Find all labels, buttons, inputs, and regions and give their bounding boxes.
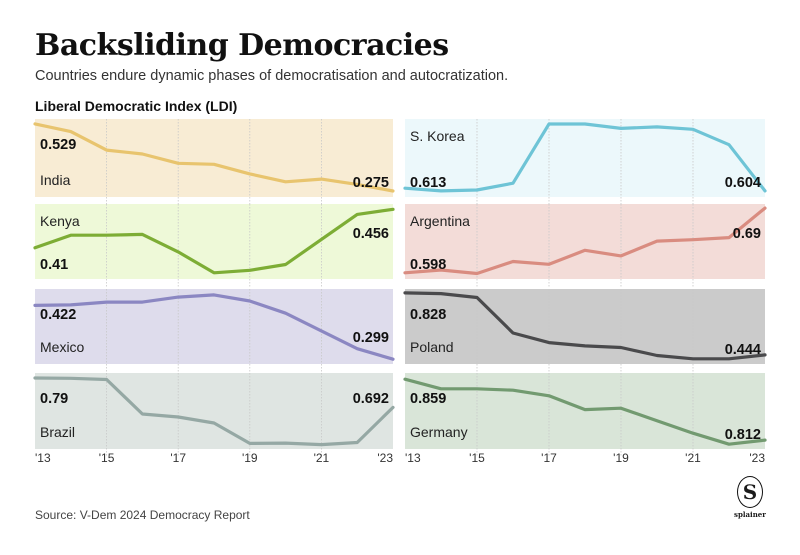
country-label: Germany	[410, 424, 468, 440]
country-label: Poland	[410, 339, 454, 355]
end-value-label: 0.299	[353, 330, 389, 346]
x-tick-label: '19	[242, 451, 258, 465]
end-value-label: 0.812	[725, 427, 761, 443]
panel-s-korea: S. Korea 0.613 0.604	[403, 119, 767, 205]
panel-poland: Poland 0.828 0.444	[403, 289, 767, 372]
panel-background	[35, 119, 393, 197]
start-value-label: 0.79	[40, 391, 68, 407]
x-tick-label: '19	[613, 451, 629, 465]
logo-circle-icon: S	[737, 476, 763, 508]
panel-background	[35, 289, 393, 364]
panel-india: India 0.529 0.275	[33, 119, 395, 205]
panel-brazil: Brazil 0.79 0.692	[33, 373, 395, 457]
x-tick-label: '21	[685, 451, 701, 465]
x-tick-label: '15	[99, 451, 115, 465]
start-value-label: 0.41	[40, 257, 68, 273]
index-label: Liberal Democratic Index (LDI)	[35, 98, 238, 114]
panel-germany: Germany 0.859 0.812	[403, 373, 767, 457]
panel-background	[35, 373, 393, 449]
logo-letter: S	[742, 480, 758, 504]
start-value-label: 0.598	[410, 257, 446, 273]
panel-background	[405, 204, 765, 279]
country-label: Kenya	[40, 213, 80, 229]
source-note: Source: V-Dem 2024 Democracy Report	[35, 508, 250, 522]
start-value-label: 0.529	[40, 137, 76, 153]
splainer-logo: S splainer	[733, 476, 767, 519]
end-value-label: 0.444	[725, 342, 761, 358]
start-value-label: 0.422	[40, 307, 76, 323]
x-tick-label: '17	[170, 451, 186, 465]
panel-argentina: Argentina 0.598 0.69	[403, 204, 767, 287]
country-label: Mexico	[40, 339, 85, 355]
logo-text: splainer	[734, 510, 766, 519]
end-value-label: 0.604	[725, 175, 761, 191]
panel-background	[405, 119, 765, 197]
start-value-label: 0.613	[410, 175, 446, 191]
x-tick-label: '23	[377, 451, 393, 465]
x-tick-label: '23	[749, 451, 765, 465]
x-tick-label: '13	[35, 451, 51, 465]
country-label: S. Korea	[410, 128, 465, 144]
x-tick-label: '17	[541, 451, 557, 465]
start-value-label: 0.828	[410, 307, 446, 323]
end-value-label: 0.692	[353, 391, 389, 407]
panel-background	[405, 289, 765, 364]
start-value-label: 0.859	[410, 391, 446, 407]
end-value-label: 0.69	[733, 226, 761, 242]
x-tick-label: '21	[314, 451, 330, 465]
country-label: Argentina	[410, 213, 470, 229]
end-value-label: 0.275	[353, 175, 389, 191]
chart-subtitle: Countries endure dynamic phases of democ…	[35, 68, 509, 84]
panel-background	[35, 204, 393, 279]
panel-mexico: Mexico 0.422 0.299	[33, 289, 395, 372]
chart-title: Backsliding Democracies	[35, 28, 449, 63]
country-label: India	[40, 172, 71, 188]
country-label: Brazil	[40, 424, 75, 440]
x-tick-label: '13	[405, 451, 421, 465]
panel-kenya: Kenya 0.41 0.456	[33, 204, 395, 287]
x-tick-label: '15	[469, 451, 485, 465]
end-value-label: 0.456	[353, 226, 389, 242]
